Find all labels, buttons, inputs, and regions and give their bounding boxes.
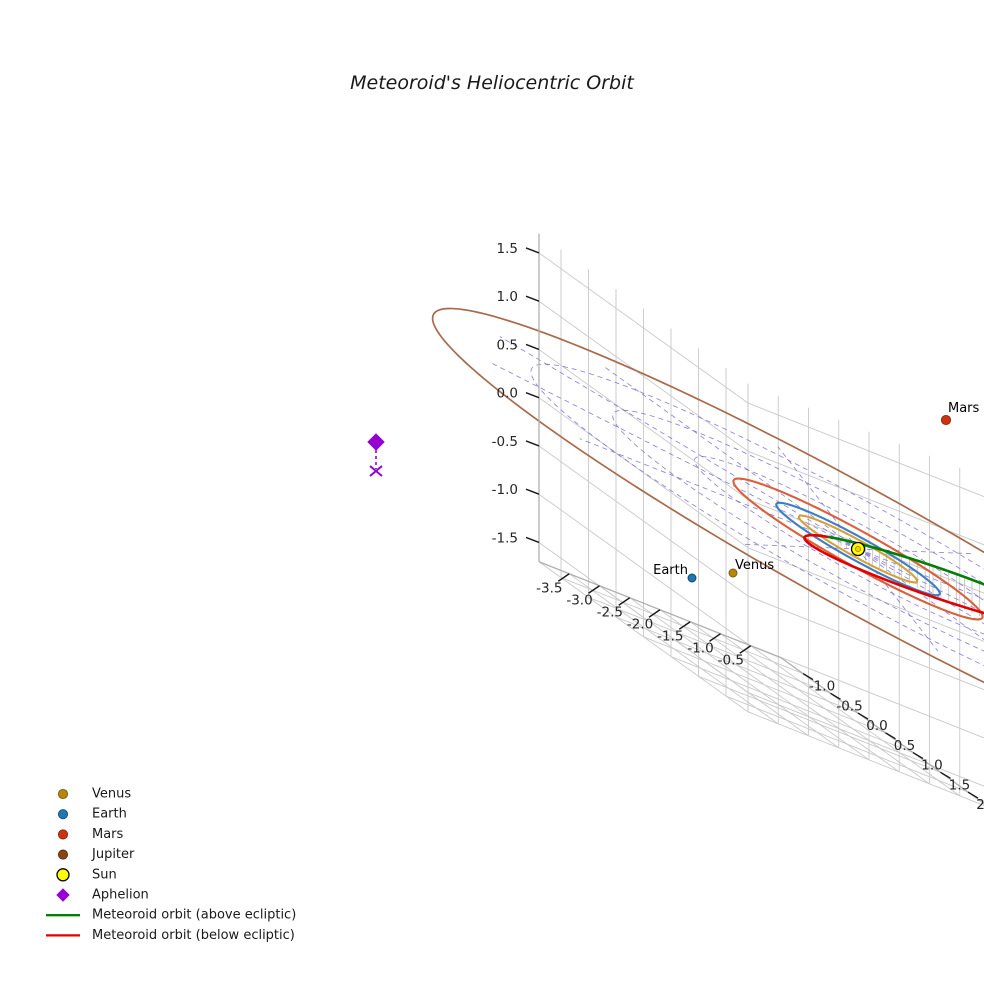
sun-core: [855, 546, 861, 552]
axis-tick-label: -0.5: [492, 434, 518, 450]
legend-label: Aphelion: [92, 888, 149, 903]
axis-tick-label: -0.5: [718, 652, 744, 668]
axis-tick-label: -2.0: [627, 616, 653, 632]
body-labels-group: Earth Venus Mars: [653, 401, 979, 578]
chart-title: Meteoroid's Heliocentric Orbit: [350, 72, 634, 94]
venus-marker: [728, 568, 738, 578]
legend-label: Meteoroid orbit (below ecliptic): [92, 928, 295, 942]
axis-tick-label: -1.0: [492, 482, 518, 498]
body-markers-group: [367, 414, 952, 583]
legend-item[interactable]: Sun: [56, 867, 117, 882]
axis-tick-label: 0.0: [866, 718, 887, 734]
legend-label: Mars: [92, 827, 124, 842]
axes-panes-group: [538, 233, 984, 806]
legend-diamond-swatch: [56, 888, 70, 902]
axis-tick-label: -1.5: [657, 628, 683, 644]
body-label-mars: Mars: [948, 401, 980, 416]
axis-tick-label: -0.5: [836, 698, 862, 714]
legend-item[interactable]: Earth: [57, 807, 127, 822]
legend-item[interactable]: Venus: [57, 787, 131, 802]
axis-tick-label: -1.5: [492, 531, 518, 547]
legend-item[interactable]: Aphelion: [56, 888, 149, 903]
legend-dot-swatch: [57, 829, 69, 840]
aphelion-projection-x-marker: [369, 465, 383, 477]
axis-tick-label: 1.0: [921, 758, 942, 774]
axis-tick-label: 0.5: [894, 738, 915, 754]
axis-tick-label: -3.0: [566, 592, 592, 608]
body-label-earth: Earth: [653, 563, 688, 578]
legend-label: Jupiter: [91, 847, 135, 862]
mars-marker: [940, 414, 952, 426]
meteoroid-orbit-group: [803, 533, 984, 615]
axis-tick-label: 1.5: [497, 241, 518, 257]
legend-item[interactable]: Meteoroid orbit (below ecliptic): [46, 928, 295, 942]
legend-item[interactable]: Meteoroid orbit (above ecliptic): [46, 908, 296, 923]
aphelion-diamond-marker: [367, 433, 385, 451]
legend-item[interactable]: Mars: [57, 827, 124, 842]
legend-label: Earth: [92, 807, 127, 822]
legend-dot-swatch: [57, 788, 69, 800]
legend-label: Meteoroid orbit (above ecliptic): [92, 908, 296, 923]
planet-orbits-group: [431, 307, 984, 684]
legend-dot-swatch: [57, 809, 69, 820]
axis-tick-label: -2.5: [597, 604, 623, 620]
axis-tick-label: 0.0: [497, 386, 518, 402]
earth-marker: [687, 573, 697, 583]
legend-label: Sun: [92, 867, 117, 882]
body-label-venus: Venus: [735, 558, 774, 573]
legend-dot-swatch: [56, 868, 70, 882]
axis-tick-label: 1.5: [949, 777, 970, 793]
axis-tick-label: 0.5: [497, 337, 518, 353]
legend-dot-swatch: [57, 849, 69, 860]
axis-tick-label: -1.0: [687, 640, 713, 656]
legend-label: Venus: [92, 787, 131, 802]
axis-tick-label: -3.5: [536, 580, 562, 596]
axis-tick-label: 2.0: [976, 797, 984, 813]
axis-ticks-group: -3.5-3.0-2.5-2.0-1.5-1.0-0.5-1.0-0.50.00…: [492, 241, 984, 813]
axis-spines-group: [538, 233, 984, 805]
legend: Venus Earth Mars Jupiter Sun Aphelion Meteoroi…: [46, 787, 296, 942]
axis-tick-label: -1.0: [809, 679, 835, 695]
legend-item[interactable]: Jupiter: [57, 847, 135, 862]
axis-tick-label: 1.0: [497, 289, 518, 305]
